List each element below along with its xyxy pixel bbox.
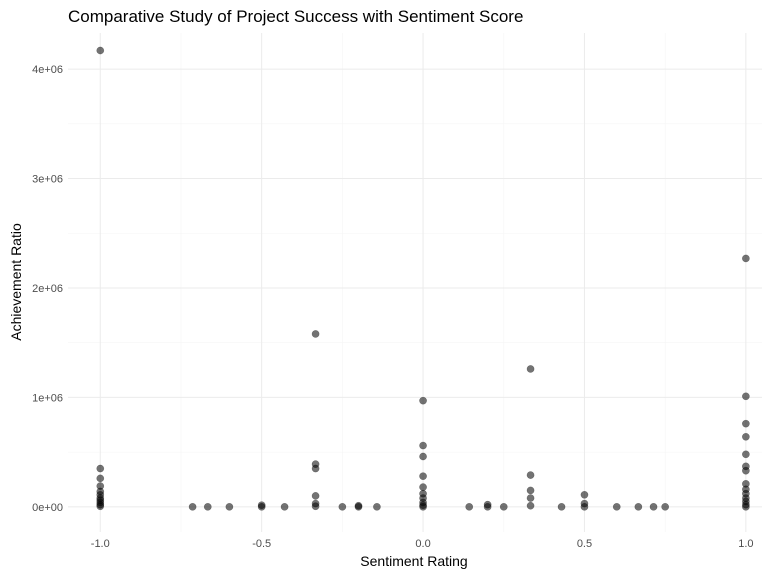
data-point (311, 492, 320, 500)
data-point (419, 483, 427, 491)
data-point (649, 502, 658, 511)
y-tick-label: 3e+06 (32, 174, 63, 186)
y-axis-ticks: 0e+00 1e+06 2e+06 3e+06 4e+06 (32, 64, 63, 514)
data-point (742, 419, 750, 428)
data-point (311, 502, 320, 511)
data-points (96, 46, 750, 511)
y-tick-label: 1e+06 (32, 392, 63, 404)
y-tick-label: 4e+06 (32, 64, 63, 76)
x-axis-ticks: -1.0 -0.5 0.0 0.5 1.0 (91, 538, 754, 550)
data-point (280, 502, 289, 511)
data-point (373, 502, 381, 511)
data-point (311, 464, 320, 473)
y-tick-label: 2e+06 (32, 283, 63, 295)
data-point (96, 502, 105, 511)
data-point (96, 46, 105, 55)
data-point (742, 254, 750, 263)
data-point (338, 502, 347, 511)
data-point (96, 474, 105, 483)
x-tick-label: -0.5 (252, 538, 271, 550)
x-tick-label: 1.0 (738, 538, 753, 550)
data-point (419, 502, 427, 511)
data-point (612, 502, 621, 511)
data-point (526, 486, 535, 495)
y-tick-label: 0e+00 (32, 502, 63, 514)
data-point (634, 502, 643, 511)
data-point (96, 464, 105, 473)
chart-title: Comparative Study of Project Success wit… (68, 7, 523, 26)
x-tick-label: -1.0 (91, 538, 110, 550)
data-point (742, 432, 750, 441)
data-point (419, 396, 427, 405)
data-point (203, 502, 212, 511)
data-point (419, 452, 427, 461)
data-point (526, 494, 535, 502)
data-point (661, 502, 670, 511)
data-point (419, 441, 427, 450)
data-point (742, 466, 750, 475)
x-tick-label: 0.0 (415, 538, 430, 550)
data-point (354, 502, 363, 511)
data-point (225, 502, 234, 511)
data-point (580, 490, 589, 499)
data-point (526, 365, 535, 373)
data-point (742, 502, 750, 511)
data-point (465, 502, 474, 511)
data-point (526, 471, 535, 479)
data-point (742, 392, 750, 401)
data-point (188, 502, 197, 511)
data-point (311, 330, 320, 338)
data-point (257, 502, 266, 511)
x-axis-title: Sentiment Rating (360, 553, 467, 569)
data-point (419, 472, 427, 481)
data-point (557, 502, 566, 511)
y-axis-title: Achievement Ratio (8, 223, 24, 341)
data-point (499, 502, 508, 511)
grid-lines (68, 33, 762, 532)
x-tick-label: 0.5 (577, 538, 592, 550)
data-point (742, 450, 750, 459)
data-point (483, 502, 492, 511)
data-point (526, 501, 535, 510)
data-point (580, 502, 589, 511)
